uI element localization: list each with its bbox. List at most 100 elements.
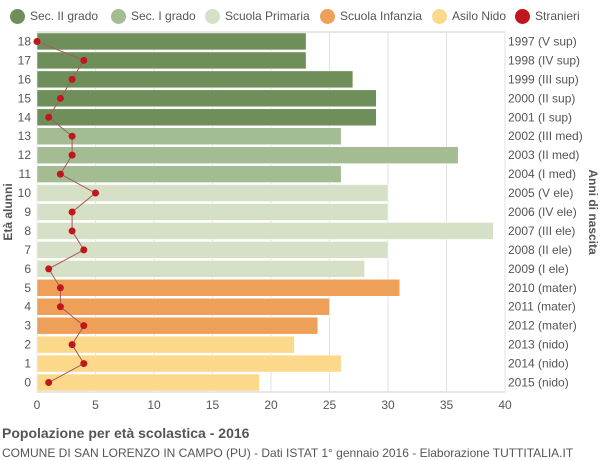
- bar-age-15: [36, 89, 377, 108]
- y-tick-label-birth: 2010 (mater): [508, 281, 577, 295]
- stranieri-point: [68, 208, 76, 216]
- x-tick-label: 25: [323, 398, 337, 412]
- y-tick-label-age: 18: [18, 34, 32, 48]
- stranieri-point: [80, 56, 88, 64]
- stranieri-point: [68, 341, 76, 349]
- y-tick-label-birth: 2012 (mater): [508, 319, 577, 333]
- y-tick-label-birth: 1997 (V sup): [508, 34, 577, 48]
- legend-swatch: [515, 8, 530, 24]
- bar-age-0: [36, 373, 260, 392]
- stranieri-point: [56, 303, 64, 311]
- stranieri-point: [80, 322, 88, 330]
- y-tick-label-age: 12: [18, 148, 32, 162]
- y-tick-label-age: 17: [18, 53, 32, 67]
- bar-age-12: [36, 146, 459, 164]
- y-tick-label-age: 5: [24, 281, 31, 295]
- y-tick-label-age: 15: [18, 91, 32, 105]
- y-tick-label-age: 9: [24, 205, 31, 219]
- legend-label: Scuola Primaria: [225, 9, 310, 23]
- y-tick-label-birth: 2005 (V ele): [508, 186, 573, 200]
- x-tick-label: 5: [92, 398, 99, 412]
- y-tick-label-birth: 2000 (II sup): [508, 91, 575, 105]
- y-tick-label-birth: 2008 (II ele): [508, 243, 572, 257]
- y-tick-label-age: 8: [24, 224, 31, 238]
- y-tick-label-age: 1: [24, 357, 31, 371]
- legend-label: Sec. I grado: [131, 9, 196, 23]
- bar-age-5: [36, 279, 400, 297]
- stranieri-point: [80, 246, 88, 254]
- bar-age-16: [36, 70, 354, 89]
- bar-age-18: [36, 32, 307, 51]
- y-tick-label-birth: 2002 (III med): [508, 129, 583, 143]
- y-tick-label-birth: 2015 (nido): [508, 376, 569, 390]
- bar-age-7: [36, 241, 389, 259]
- y-tick-label-age: 6: [24, 262, 31, 276]
- bar-age-4: [36, 298, 330, 316]
- stranieri-point: [68, 151, 76, 159]
- y-tick-label-age: 13: [18, 129, 32, 143]
- y-tick-label-age: 2: [24, 338, 31, 352]
- y-tick-label-age: 7: [24, 243, 31, 257]
- stranieri-point: [68, 75, 76, 83]
- chart-source: COMUNE DI SAN LORENZO IN CAMPO (PU) - Da…: [2, 446, 574, 460]
- y-tick-label-age: 16: [18, 72, 32, 86]
- stranieri-point: [56, 170, 64, 178]
- y-tick-label-age: 0: [24, 376, 31, 390]
- legend-label: Sec. II grado: [30, 9, 99, 23]
- legend-label: Asilo Nido: [452, 9, 507, 23]
- stranieri-point: [80, 360, 88, 368]
- legend-swatch: [320, 8, 335, 24]
- y-tick-label-age: 3: [24, 319, 31, 333]
- legend-swatch: [10, 8, 25, 24]
- stranieri-point: [56, 284, 64, 292]
- y-tick-label-birth: 1998 (IV sup): [508, 53, 580, 67]
- y-tick-label-birth: 2014 (nido): [508, 357, 569, 371]
- legend: Sec. II grado Sec. I grado Scuola Primar…: [0, 6, 600, 26]
- stranieri-point: [45, 113, 53, 121]
- legend-swatch: [111, 8, 126, 24]
- legend-item-asilo-nido: Asilo Nido: [432, 6, 506, 26]
- bar-age-3: [36, 316, 319, 335]
- y-tick-label-birth: 2004 (I med): [508, 167, 576, 181]
- stranieri-point: [68, 132, 76, 140]
- bar-age-10: [36, 184, 389, 202]
- x-tick-label: 0: [34, 398, 41, 412]
- bar-age-9: [36, 203, 389, 221]
- legend-label: Scuola Infanzia: [340, 9, 423, 23]
- bar-age-2: [36, 335, 295, 354]
- x-tick-label: 40: [498, 398, 512, 412]
- x-tick-label: 35: [440, 398, 454, 412]
- x-tick-label: 20: [264, 398, 278, 412]
- legend-label: Stranieri: [535, 9, 580, 23]
- bar-age-17: [36, 51, 307, 70]
- legend-item-scuola-infanzia: Scuola Infanzia: [320, 6, 422, 26]
- y-tick-label-age: 10: [18, 186, 32, 200]
- legend-item-stranieri: Stranieri: [515, 6, 580, 26]
- y-tick-label-birth: 2006 (IV ele): [508, 205, 577, 219]
- y-tick-label-birth: 2009 (I ele): [508, 262, 569, 276]
- y-tick-label-birth: 1999 (III sup): [508, 72, 579, 86]
- stranieri-point: [92, 189, 99, 197]
- chart-title: Popolazione per età scolastica - 2016: [2, 425, 250, 441]
- bar-age-8: [36, 222, 494, 240]
- x-tick-label: 10: [147, 398, 161, 412]
- y-tick-label-birth: 2007 (III ele): [508, 224, 575, 238]
- y-tick-label-birth: 2003 (II med): [508, 148, 579, 162]
- y-tick-label-age: 14: [18, 110, 32, 124]
- bar-age-6: [36, 260, 365, 278]
- x-tick-label: 30: [381, 398, 395, 412]
- y-tick-label-birth: 2011 (mater): [508, 300, 576, 314]
- legend-item-sec-ii-grado: Sec. II grado: [10, 6, 98, 26]
- y-tick-label-birth: 2001 (I sup): [508, 110, 572, 124]
- stranieri-point: [33, 37, 41, 45]
- bar-age-14: [36, 108, 377, 126]
- y-axis-title-right: Anni di nascita: [586, 169, 600, 255]
- stranieri-point: [56, 94, 64, 102]
- legend-swatch: [432, 8, 447, 24]
- y-axis-title-left: Età alunni: [1, 183, 15, 240]
- x-tick-label: 15: [206, 398, 220, 412]
- y-tick-label-age: 4: [24, 300, 31, 314]
- legend-item-sec-i-grado: Sec. I grado: [111, 6, 196, 26]
- legend-swatch: [205, 8, 220, 24]
